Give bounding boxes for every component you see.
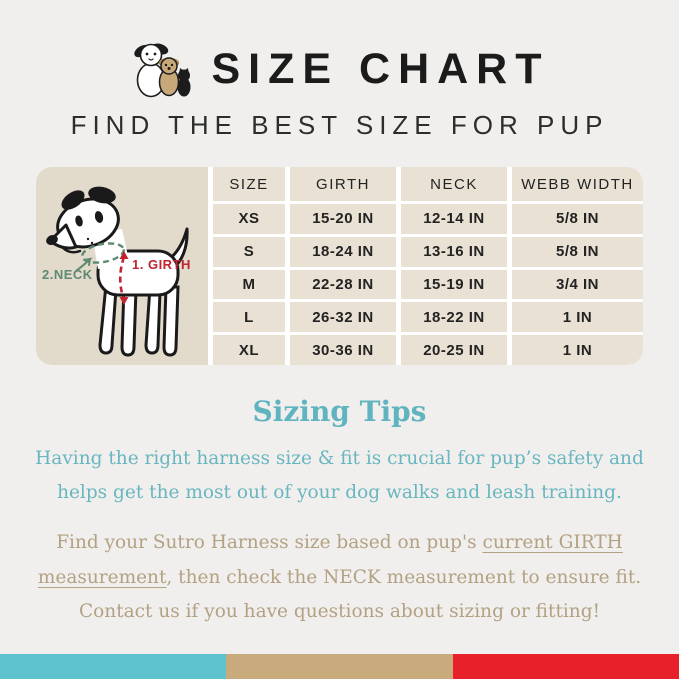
text-segment: Find your Sutro Harness size based on pu…	[56, 532, 483, 554]
table-cell-xl-3: 1 IN	[512, 335, 643, 365]
footer-color-stripe	[0, 654, 679, 679]
dog-illustration: 2.NECK 1. GIRTH	[42, 186, 191, 357]
girth-label: 1. GIRTH	[132, 257, 191, 272]
table-cell-s-0: S	[213, 236, 285, 267]
table-cell-s-1: 18-24 IN	[290, 236, 396, 267]
stripe-teal-block	[0, 654, 227, 679]
stripe-red-block	[452, 654, 679, 679]
table-cell-xl-2: 20-25 IN	[401, 335, 507, 365]
table-cell-xs-3: 5/8 IN	[512, 204, 643, 234]
table-cell-s-3: 5/8 IN	[512, 236, 643, 267]
table-cell-l-2: 18-22 IN	[401, 302, 507, 333]
table-cell-l-3: 1 IN	[512, 302, 643, 333]
table-header-webb-width: WEBB WIDTH	[512, 167, 643, 201]
dog-measurement-diagram: 2.NECK 1. GIRTH	[36, 167, 208, 365]
table-cell-m-2: 15-19 IN	[401, 269, 507, 300]
table-cell-m-1: 22-28 IN	[290, 269, 396, 300]
sizing-tips-heading: Sizing Tips	[252, 395, 427, 428]
table-cell-l-1: 26-32 IN	[290, 302, 396, 333]
table-cell-xl-1: 30-36 IN	[290, 335, 396, 365]
table-cell-xs-0: XS	[213, 204, 285, 234]
girth-measure-line	[118, 256, 126, 300]
dogs-trio-icon	[133, 43, 190, 98]
header: SIZE CHART FIND THE BEST SIZE FOR PUP	[0, 0, 679, 141]
neck-measure-line	[81, 242, 125, 264]
text-segment: , then check the NECK measurement to ens…	[79, 566, 642, 622]
neck-label: 2.NECK	[42, 267, 93, 282]
table-cell-xl-0: XL	[213, 335, 285, 365]
table-header-size: SIZE	[213, 167, 285, 201]
table-cell-xs-1: 15-20 IN	[290, 204, 396, 234]
table-header-girth: GIRTH	[290, 167, 396, 201]
table-cell-l-0: L	[213, 302, 285, 333]
table-cell-m-0: M	[213, 269, 285, 300]
underlined-phrase: current GIRTH measurement	[37, 532, 623, 588]
table-header-neck: NECK	[401, 167, 507, 201]
table-cell-m-3: 3/4 IN	[512, 269, 643, 300]
table-cell-s-2: 13-16 IN	[401, 236, 507, 267]
table-cell-xs-2: 12-14 IN	[401, 204, 507, 234]
size-table-panel: 2.NECK 1. GIRTH SIZE GIRTH NECK WEBB WIDTH X…	[36, 167, 643, 365]
sizing-tips-paragraph: Having the right harness size & fit is c…	[35, 448, 644, 504]
harness-fit-paragraph: Find your Sutro Harness size based on pu…	[30, 526, 650, 629]
stripe-tan-block	[226, 654, 453, 679]
page-subtitle: FIND THE BEST SIZE FOR PUP	[70, 110, 609, 140]
page-title: SIZE CHART	[211, 44, 550, 93]
